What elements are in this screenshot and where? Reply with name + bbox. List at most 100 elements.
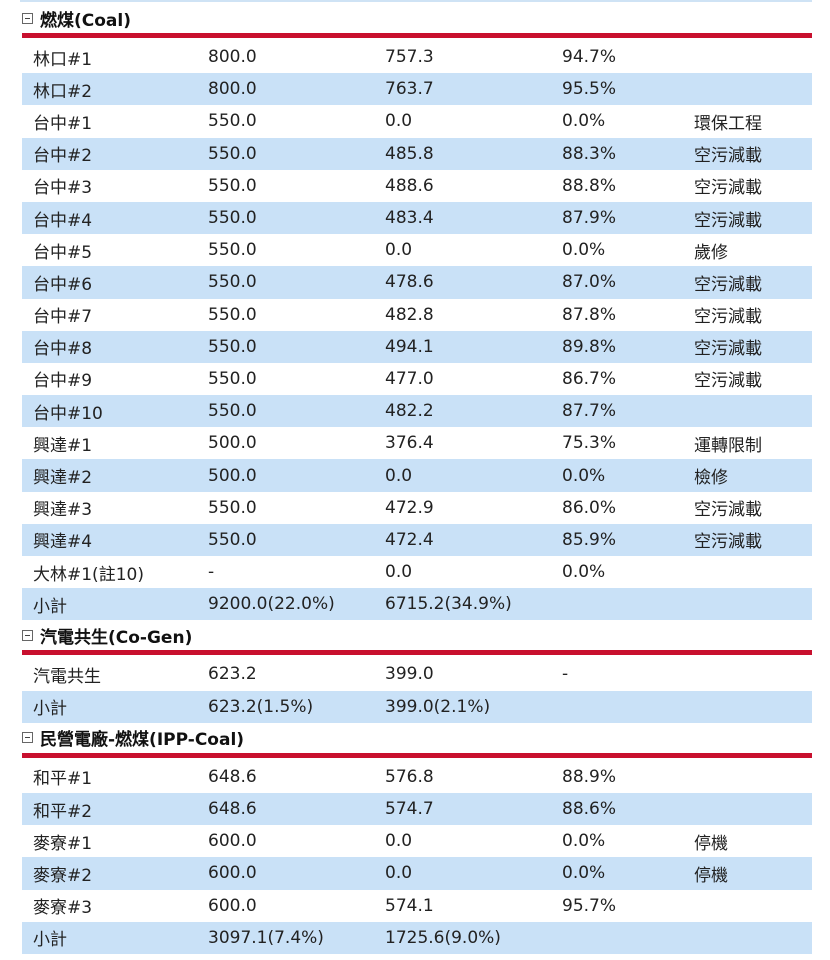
utilization-cell: 95.5% — [562, 73, 694, 106]
capacity-cell: 800.0 — [208, 47, 257, 68]
capacity-cell: 550.0 — [208, 240, 257, 261]
unit-name-cell: 台中#1 — [33, 113, 93, 134]
table-row: 汽電共生 623.2 399.0 - — [22, 658, 812, 690]
unit-name-cell: 台中#9 — [33, 371, 93, 392]
subtotal-row: 小計 623.2(1.5%) 399.0(2.1%) — [22, 690, 812, 723]
subtotal-row: 小計 3097.1(7.4%) 1725.6(9.0%) — [22, 921, 812, 954]
capacity-cell: 550.0 — [208, 395, 385, 428]
section-title: 汽電共生(Co-Gen) — [40, 627, 193, 648]
utilization-cell: 87.8% — [562, 304, 617, 325]
remark-cell — [694, 792, 812, 826]
net-output-cell: 488.6 — [385, 175, 434, 196]
table-row: 大林#1(註10) - 0.0 0.0% — [22, 556, 812, 588]
unit-name-cell: 台中#2 — [22, 137, 208, 170]
net-output-cell: 0.0 — [385, 831, 413, 852]
unit-name-cell: 台中#7 — [33, 307, 93, 328]
capacity-cell: 550.0 — [208, 111, 257, 132]
table-row: 興達#1 500.0 376.4 75.3% 運轉限制 — [22, 427, 812, 459]
remark-cell — [694, 588, 812, 621]
capacity-cell: 600.0 — [208, 895, 257, 916]
section-header-ipp_coal[interactable]: 民營電廠-燃煤(IPP-Coal) — [0, 723, 830, 753]
table-row: 台中#7 550.0 482.8 87.8% 空污減載 — [22, 299, 812, 331]
table-row: 興達#2 500.0 0.0 0.0% 檢修 — [22, 459, 812, 492]
utilization-cell: 0.0% — [562, 857, 694, 890]
capacity-cell: 648.6 — [208, 792, 385, 826]
collapse-icon[interactable] — [22, 732, 33, 744]
unit-name-cell: 和平#2 — [22, 792, 208, 826]
table-row: 台中#1 550.0 0.0 0.0% 環保工程 — [22, 105, 812, 137]
remark-cell — [694, 395, 812, 428]
remark-cell — [694, 690, 812, 723]
net-output-cell: 482.2 — [385, 395, 562, 428]
remark-cell — [694, 41, 812, 73]
unit-name-cell: 台中#6 — [22, 266, 208, 299]
net-output-cell: 477.0 — [385, 368, 434, 389]
unit-name-cell: 林口#1 — [33, 49, 93, 70]
net-output-cell: 472.4 — [385, 523, 562, 556]
table-row: 台中#5 550.0 0.0 0.0% 歲修 — [22, 234, 812, 266]
unit-name-cell: 台中#5 — [33, 242, 93, 263]
table-row: 麥寮#1 600.0 0.0 0.0% 停機 — [22, 825, 812, 857]
net-output-cell: 0.0 — [385, 240, 413, 261]
remark-cell — [694, 921, 812, 954]
net-output-cell: 763.7 — [385, 73, 562, 106]
net-output-cell: 399.0(2.1%) — [385, 690, 562, 723]
unit-name-cell: 小計 — [22, 690, 208, 723]
unit-name-cell: 林口#2 — [22, 73, 208, 106]
utilization-cell: 0.0% — [562, 562, 606, 583]
table-row: 台中#2 550.0 485.8 88.3% 空污減載 — [22, 137, 812, 170]
utilization-cell — [562, 588, 694, 621]
remark-cell: 運轉限制 — [694, 435, 762, 456]
net-output-cell: 574.7 — [385, 792, 562, 826]
utilization-cell: 88.3% — [562, 137, 694, 170]
net-output-cell: 472.9 — [385, 497, 434, 518]
unit-table-cogen: 汽電共生 623.2 399.0 - 小計 623.2(1.5%) 399.0(2.1%) — [22, 658, 812, 723]
utilization-cell: 0.0% — [562, 831, 606, 852]
utilization-cell: 87.0% — [562, 266, 694, 299]
unit-table-coal: 林口#1 800.0 757.3 94.7% 林口#2 800.0 763.7 95.5% 台中… — [22, 41, 812, 621]
unit-name-cell: 汽電共生 — [33, 666, 101, 687]
remark-cell: 空污減載 — [694, 500, 762, 521]
utilization-cell: 0.0% — [562, 240, 606, 261]
section-divider — [22, 650, 812, 656]
remark-cell — [694, 556, 812, 588]
capacity-cell: 500.0 — [208, 459, 385, 492]
section-header-coal[interactable]: 燃煤(Coal) — [0, 3, 830, 33]
capacity-cell: - — [208, 562, 215, 583]
unit-name-cell: 台中#4 — [22, 201, 208, 235]
section-header-cogen[interactable]: 汽電共生(Co-Gen) — [0, 620, 830, 650]
net-output-cell: 485.8 — [385, 137, 562, 170]
capacity-cell: 550.0 — [208, 368, 257, 389]
table-row: 台中#9 550.0 477.0 86.7% 空污減載 — [22, 363, 812, 395]
utilization-cell: 0.0% — [562, 111, 606, 132]
utilization-cell: 88.6% — [562, 792, 694, 826]
table-row: 林口#1 800.0 757.3 94.7% — [22, 41, 812, 73]
table-row: 麥寮#2 600.0 0.0 0.0% 停機 — [22, 857, 812, 890]
capacity-cell: 623.2(1.5%) — [208, 690, 385, 723]
capacity-cell: 648.6 — [208, 766, 257, 787]
capacity-cell: 550.0 — [208, 266, 385, 299]
net-output-cell: 0.0 — [385, 111, 413, 132]
utilization-cell: 89.8% — [562, 330, 694, 363]
table-row: 台中#4 550.0 483.4 87.9% 空污減載 — [22, 201, 812, 235]
remark-cell — [694, 73, 812, 106]
remark-cell — [694, 658, 812, 690]
section-title: 燃煤(Coal) — [40, 10, 131, 31]
capacity-cell: 550.0 — [208, 201, 385, 235]
remark-cell: 環保工程 — [694, 113, 762, 134]
table-row: 興達#4 550.0 472.4 85.9% 空污減載 — [22, 523, 812, 556]
utilization-cell: 86.7% — [562, 368, 617, 389]
collapse-icon[interactable] — [22, 629, 33, 641]
capacity-cell: 550.0 — [208, 523, 385, 556]
net-output-cell: 574.1 — [385, 895, 434, 916]
remark-cell: 空污減載 — [694, 330, 812, 363]
utilization-cell — [562, 690, 694, 723]
unit-name-cell: 小計 — [22, 921, 208, 954]
collapse-icon[interactable] — [22, 12, 33, 24]
utilization-cell: 94.7% — [562, 47, 617, 68]
table-row: 麥寮#3 600.0 574.1 95.7% — [22, 890, 812, 922]
capacity-cell: 623.2 — [208, 664, 257, 685]
net-output-cell: 376.4 — [385, 433, 434, 454]
utilization-cell: 75.3% — [562, 433, 617, 454]
net-output-cell: 576.8 — [385, 766, 434, 787]
